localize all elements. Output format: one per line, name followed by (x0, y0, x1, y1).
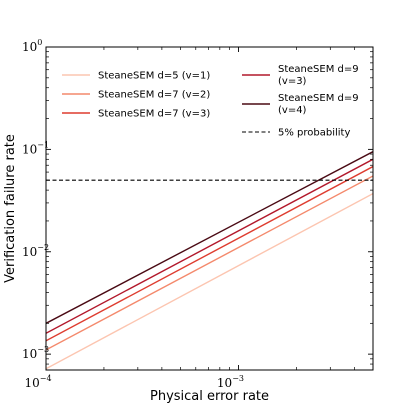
x-axis-title: Physical error rate (150, 389, 269, 404)
legend-label-5-line-2: (v=4) (278, 105, 307, 116)
y-tick-exp-2: −1 (37, 140, 49, 149)
plot-frame (45, 46, 374, 371)
x-tick-exp-2: −3 (232, 374, 244, 383)
legend-label-4: SteaneSEM d=9 (v=3) (278, 64, 359, 87)
legend-label-1: SteaneSEM d=5 (v=1) (98, 71, 210, 82)
series-line-3 (46, 165, 373, 342)
legend-label-5: SteaneSEM d=9 (v=4) (278, 93, 359, 116)
y-tick-label-3: 10−2 (22, 243, 49, 259)
legend-label-2: SteaneSEM d=7 (v=2) (98, 90, 210, 101)
series-line-1 (46, 192, 373, 370)
series-layer (46, 151, 373, 370)
y-tick-exp-3: −2 (37, 243, 49, 252)
x-tick-label-1: 10−4 (24, 374, 51, 390)
legend-label-reference: 5% probability (278, 128, 350, 139)
legend-label-5-line-1: SteaneSEM d=9 (278, 93, 359, 104)
y-tick-label-4: 10−3 (22, 345, 49, 361)
y-tick-label-1: 100 (22, 38, 42, 54)
series-line-2 (46, 175, 373, 351)
x-tick-exp-1: −4 (40, 374, 52, 383)
legend: SteaneSEM d=5 (v=1) SteaneSEM d=7 (v=2) St… (62, 64, 359, 139)
legend-label-4-line-2: (v=3) (278, 76, 307, 87)
y-tick-exp-4: −3 (37, 345, 49, 354)
series-line-5 (46, 151, 373, 324)
y-tick-label-2: 10−1 (22, 140, 49, 156)
series-line-4 (46, 158, 373, 334)
legend-label-3: SteaneSEM d=7 (v=3) (98, 109, 210, 120)
y-axis-title: Verification failure rate (3, 134, 18, 283)
x-tick-label-2: 10−3 (217, 374, 244, 390)
y-tick-exp-1: 0 (37, 38, 42, 47)
legend-label-4-line-1: SteaneSEM d=9 (278, 64, 359, 75)
